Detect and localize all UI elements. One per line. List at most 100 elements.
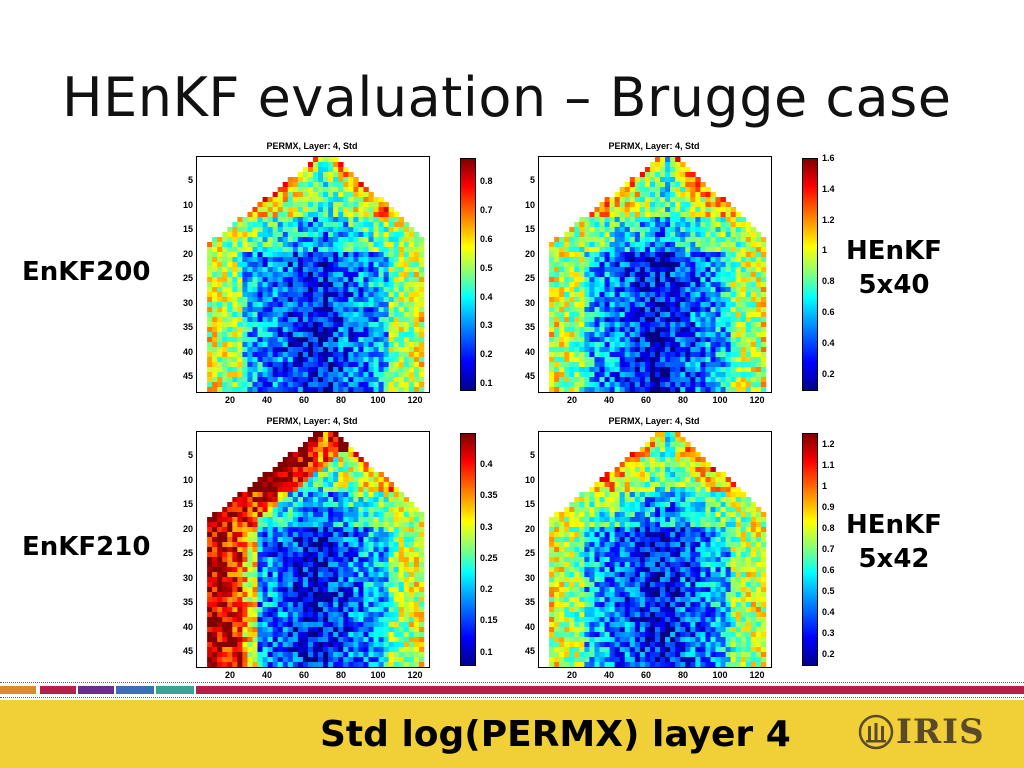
x-tick-label: 80: [677, 670, 689, 680]
accent-stripe: [78, 686, 114, 694]
y-tick-label: 40: [524, 346, 535, 357]
heatmap-cells: [549, 157, 767, 392]
y-tick-label: 10: [524, 474, 535, 485]
x-tick-label: 120: [749, 670, 765, 680]
colorbar: [802, 433, 818, 666]
heatmap-plot-area: [538, 156, 772, 393]
y-tick-label: 10: [524, 199, 535, 210]
colorbar-tick-label: 0.2: [480, 349, 493, 360]
col-label-henkf-5x42: HEnKF 5x42: [846, 508, 942, 576]
colorbar-tick-label: 0.3: [480, 320, 493, 331]
x-tick-label: 20: [566, 670, 578, 680]
y-tick-label: 20: [524, 248, 535, 259]
col-label-line1: HEnKF: [846, 236, 942, 266]
y-tick-label: 40: [182, 621, 193, 632]
y-tick-label: 35: [182, 597, 193, 608]
x-tick-label: 20: [224, 670, 236, 680]
y-tick-label: 5: [529, 175, 535, 186]
colorbar-tick-label: 0.8: [480, 176, 493, 187]
heatmap-svg: [549, 157, 767, 392]
heatmap-title: PERMX, Layer: 4, Std: [266, 141, 358, 151]
colorbar-tick-label: 0.4: [480, 459, 493, 470]
y-tick-label: 25: [182, 548, 193, 559]
y-tick-label: 30: [524, 297, 535, 308]
y-tick-label: 30: [524, 572, 535, 583]
x-tick-label: 60: [640, 670, 652, 680]
y-tick-label: 20: [524, 523, 535, 534]
divider-dotted: [0, 697, 1024, 698]
y-tick-label: 10: [182, 474, 193, 485]
col-label-line1: HEnKF: [846, 510, 942, 540]
x-tick-label: 80: [335, 670, 347, 680]
colorbar-tick-label: 0.6: [822, 564, 835, 575]
colorbar: [460, 158, 476, 391]
heatmap-plot-area: [196, 156, 430, 393]
logo-text: IRIS: [896, 712, 985, 752]
y-tick-label: 40: [182, 346, 193, 357]
colorbar-tick-label: 0.8: [822, 522, 835, 533]
accent-stripe: [0, 686, 36, 694]
heatmap-svg: [207, 432, 425, 667]
colorbar-tick-label: 0.5: [822, 585, 835, 596]
y-tick-label: 30: [182, 572, 193, 583]
colorbar-tick-label: 0.2: [822, 368, 835, 379]
heatmap-cells: [549, 432, 767, 667]
colorbar-tick-label: 1: [822, 480, 828, 491]
x-tick-label: 40: [603, 670, 615, 680]
colorbar-tick-label: 1.2: [822, 438, 835, 449]
x-tick-label: 20: [224, 395, 236, 405]
x-tick-label: 60: [298, 395, 310, 405]
x-tick-label: 120: [407, 670, 423, 680]
x-tick-label: 80: [677, 395, 689, 405]
accent-stripe: [116, 686, 154, 694]
heatmap-svg: [549, 432, 767, 667]
colorbar-tick-label: 0.1: [480, 646, 493, 657]
y-tick-label: 15: [524, 224, 535, 235]
x-tick-label: 60: [298, 670, 310, 680]
x-tick-label: 100: [370, 670, 386, 680]
colorbar-tick-label: 1.6: [822, 153, 835, 163]
col-label-line2: 5x42: [858, 544, 930, 574]
colorbar-tick-label: 1: [822, 245, 828, 256]
heatmap-title: PERMX, Layer: 4, Std: [266, 416, 358, 426]
heatmap-cells: [207, 432, 425, 667]
accent-stripe: [196, 686, 1024, 694]
x-tick-label: 20: [566, 395, 578, 405]
colorbar-tick-label: 0.9: [822, 501, 835, 512]
y-tick-label: 25: [182, 273, 193, 284]
iris-logo: IRIS: [858, 712, 985, 752]
y-tick-label: 15: [524, 499, 535, 510]
colorbar-tick-label: 0.3: [480, 521, 493, 532]
colorbar-tick-label: 1.1: [822, 459, 835, 470]
heatmap-title: PERMX, Layer: 4, Std: [608, 416, 700, 426]
y-tick-label: 45: [182, 371, 193, 382]
col-label-henkf-5x40: HEnKF 5x40: [846, 234, 942, 302]
colorbar-tick-label: 0.6: [480, 233, 493, 244]
footer-caption: Std log(PERMX) layer 4: [320, 714, 791, 755]
row-label-enkf210: EnKF210: [22, 532, 151, 562]
row-label-enkf200: EnKF200: [22, 257, 151, 287]
heatmap-plot-area: [538, 431, 772, 668]
iris-emblem-icon: [858, 714, 894, 750]
colorbar-tick-label: 0.4: [480, 291, 493, 302]
x-tick-label: 40: [261, 395, 273, 405]
slide-title: HEnKF evaluation – Brugge case: [62, 66, 952, 129]
colorbar-tick-label: 1.2: [822, 214, 835, 225]
y-tick-label: 35: [524, 597, 535, 608]
y-tick-label: 15: [182, 499, 193, 510]
colorbar-tick-label: 0.7: [480, 204, 493, 215]
colorbar-tick-label: 0.25: [480, 552, 498, 563]
colorbar-tick-label: 0.15: [480, 615, 498, 626]
y-tick-label: 20: [182, 523, 193, 534]
y-tick-label: 35: [524, 322, 535, 333]
heatmap-plot-area: [196, 431, 430, 668]
x-tick-label: 100: [712, 670, 728, 680]
colorbar-tick-label: 0.4: [822, 606, 835, 617]
y-tick-label: 40: [524, 621, 535, 632]
colorbar-tick-label: 0.1: [480, 378, 493, 389]
x-tick-label: 80: [335, 395, 347, 405]
y-tick-label: 25: [524, 548, 535, 559]
accent-stripe: [40, 686, 76, 694]
colorbar-tick-label: 0.3: [822, 627, 835, 638]
y-tick-label: 25: [524, 273, 535, 284]
